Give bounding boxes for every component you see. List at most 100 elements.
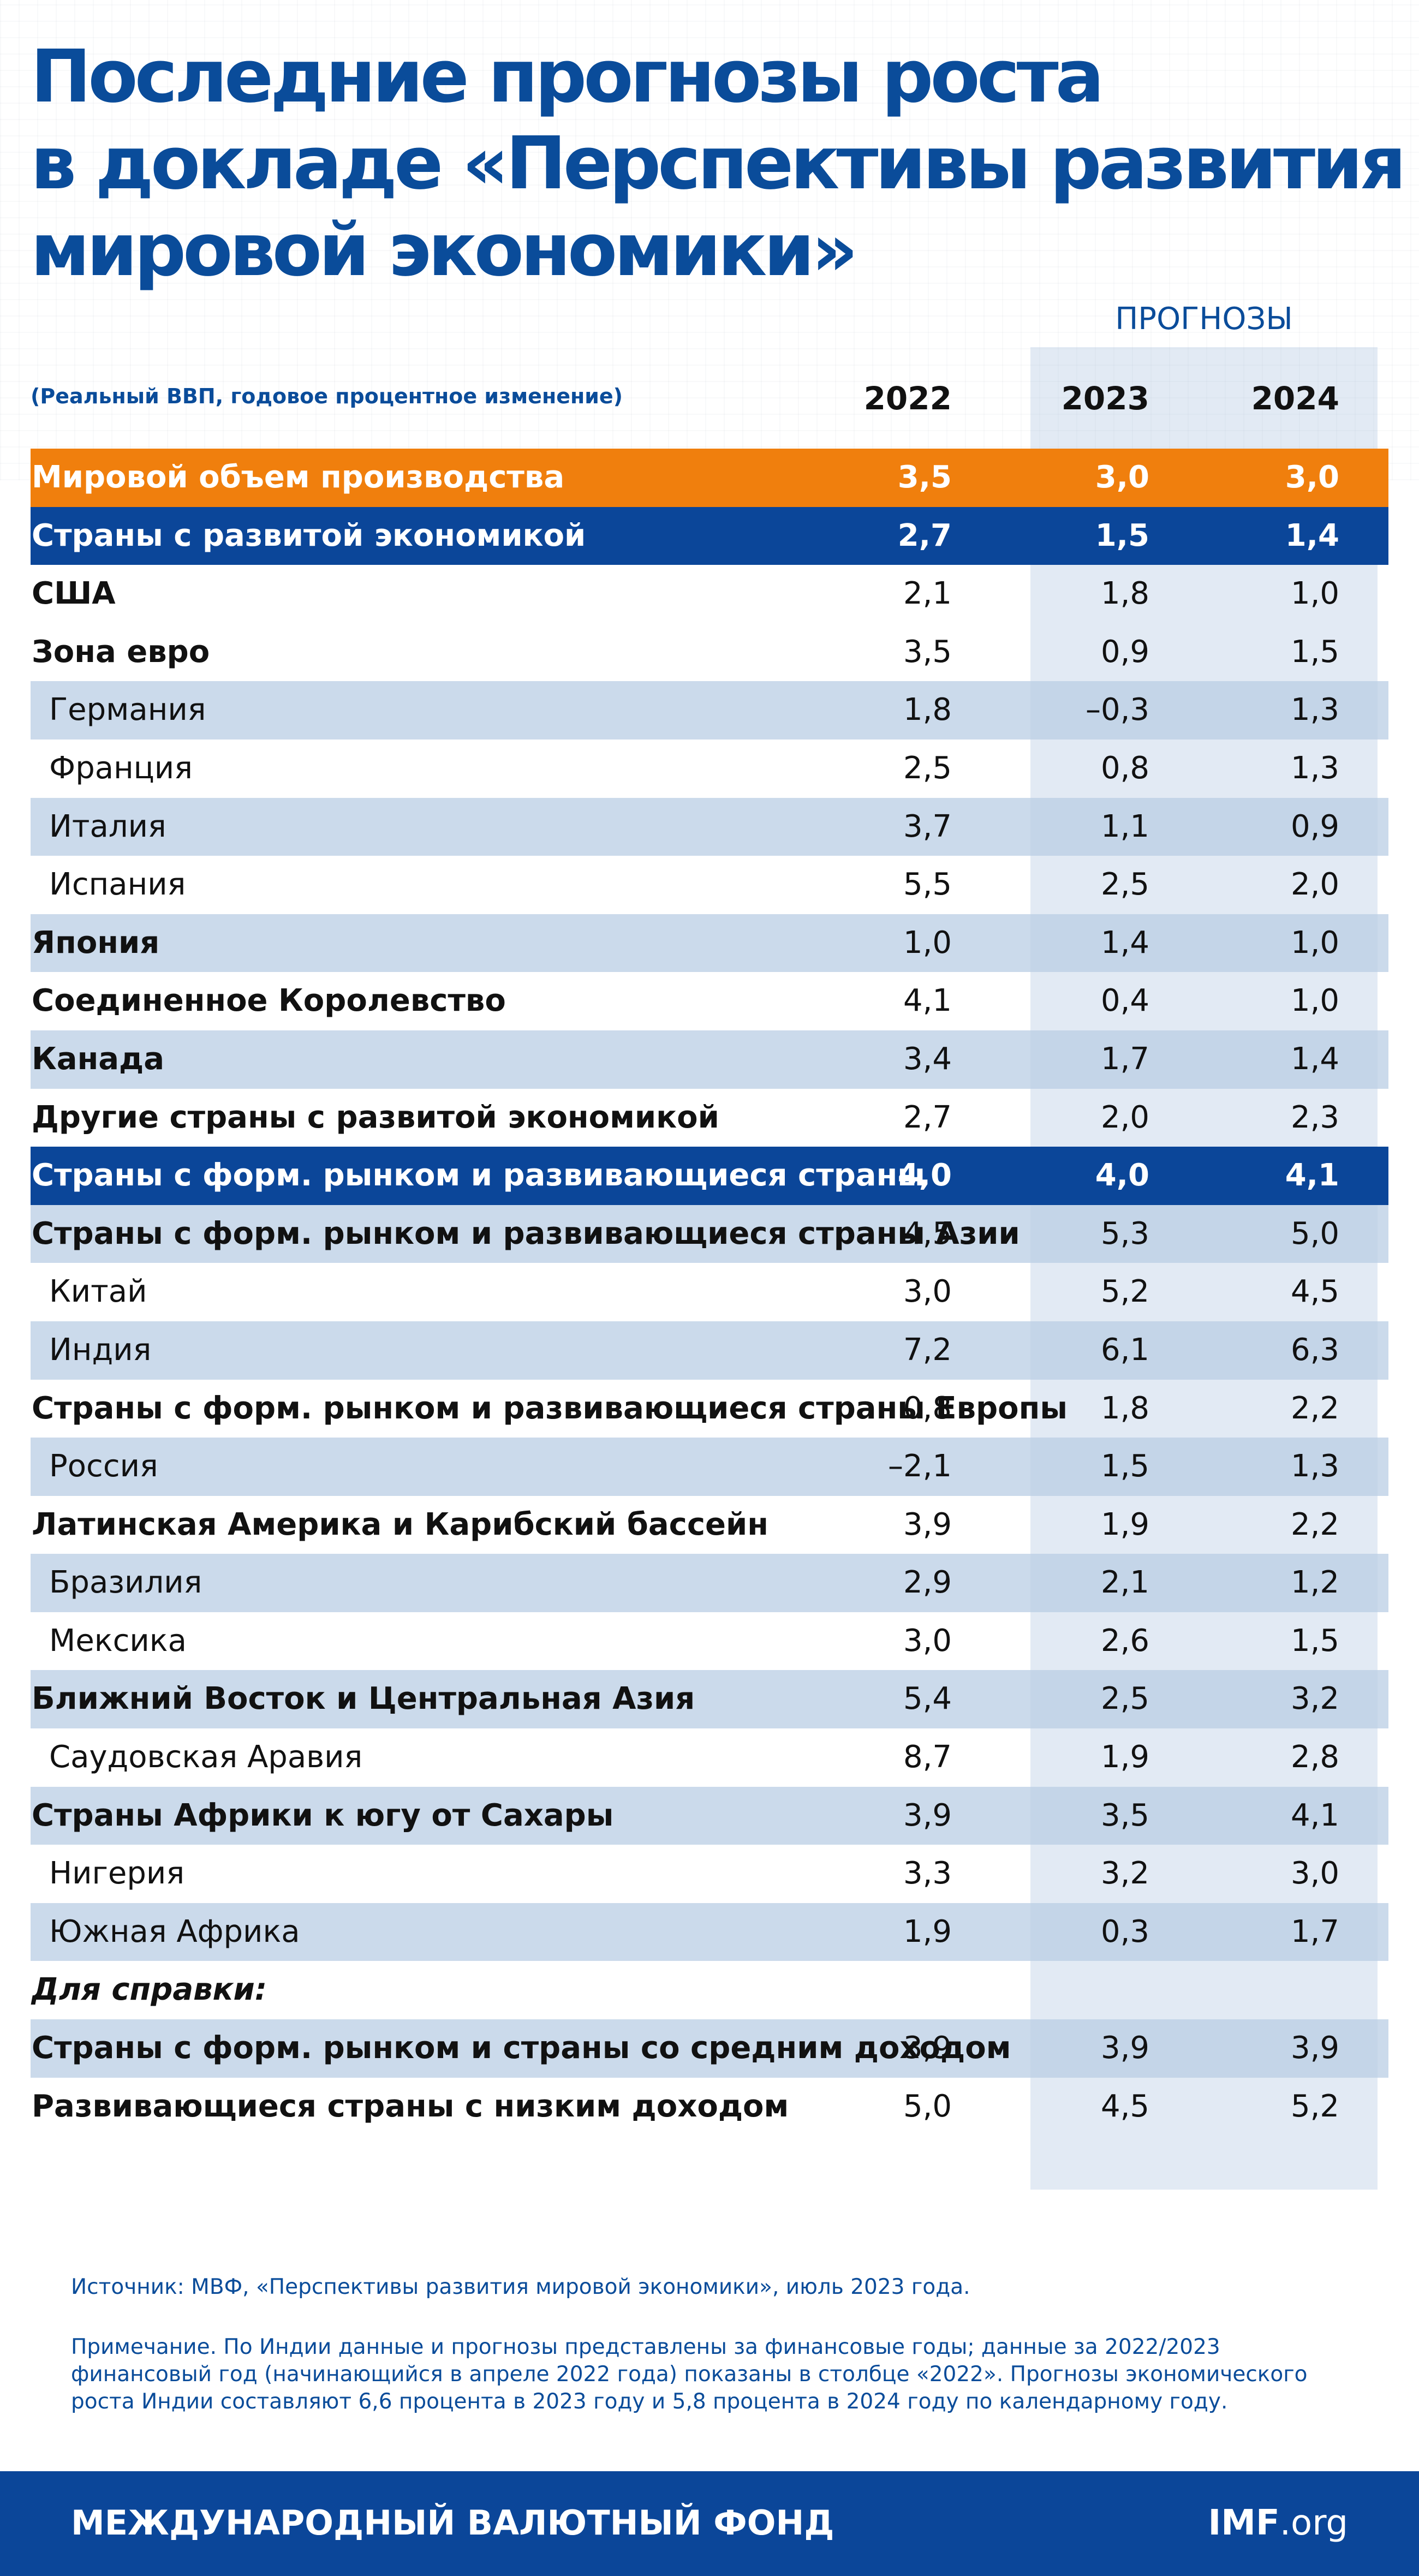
table-row-group: Страны с форм. рынком и развивающиеся ст… (31, 1147, 1388, 1205)
cell-2023: 1,9 (1100, 1739, 1149, 1775)
cell-2023: 4,0 (1095, 1158, 1149, 1194)
table-row: Развивающиеся страны с низким доходом 5,… (31, 2078, 1388, 2136)
cell-2023: 1,8 (1100, 1390, 1149, 1426)
cell-2024: 3,9 (1290, 2030, 1339, 2066)
table-row-world: Мировой объем производства 3,5 3,0 3,0 (31, 449, 1388, 507)
cell-2024: 3,0 (1290, 1856, 1339, 1892)
cell-2024: 2,8 (1290, 1739, 1339, 1775)
website-link[interactable]: IMF.org (1208, 2503, 1348, 2543)
cell-2024: 2,2 (1290, 1390, 1339, 1426)
cell-2024: 3,2 (1290, 1681, 1339, 1717)
cell-2022: 3,3 (903, 1856, 952, 1892)
table-row: Южная Африка 1,9 0,3 1,7 (31, 1903, 1388, 1961)
memo-label: Для справки: (32, 1972, 267, 2008)
cell-2022: 5,5 (903, 867, 952, 903)
table-row: Саудовская Аравия 8,7 1,9 2,8 (31, 1728, 1388, 1787)
cell-2024: 1,0 (1290, 576, 1339, 612)
row-label: Канада (32, 1041, 165, 1077)
year-header-2022: 2022 (863, 380, 952, 417)
row-label: Китай (49, 1274, 147, 1310)
cell-2022: 3,5 (897, 460, 952, 495)
row-label: Мировой объем производства (32, 460, 565, 495)
cell-2022: 4,0 (897, 1158, 952, 1194)
website-bold: IMF (1208, 2503, 1280, 2543)
cell-2023: 4,5 (1100, 2088, 1149, 2124)
cell-2022: 2,7 (903, 1099, 952, 1135)
cell-2023: 0,3 (1100, 1913, 1149, 1949)
row-label: Зона евро (32, 634, 210, 670)
cell-2024: 0,9 (1290, 808, 1339, 844)
row-label: Саудовская Аравия (49, 1739, 363, 1775)
table-row: Китай 3,0 5,2 4,5 (31, 1263, 1388, 1321)
footer-bar: МЕЖДУНАРОДНЫЙ ВАЛЮТНЫЙ ФОНД IMF.org (0, 2471, 1419, 2576)
cell-2023: 1,1 (1100, 808, 1149, 844)
row-label: Нигерия (49, 1856, 185, 1892)
table-row: Страны с форм. рынком и страны со средни… (31, 2019, 1388, 2078)
cell-2023: 1,7 (1100, 1041, 1149, 1077)
row-label: Страны с форм. рынком и развивающиеся ст… (32, 1158, 925, 1194)
row-label: Япония (32, 925, 160, 961)
cell-2024: 1,5 (1290, 634, 1339, 670)
year-header-2023: 2023 (1061, 380, 1149, 417)
table-row: Индия 7,2 6,1 6,3 (31, 1321, 1388, 1380)
table-row: Другие страны с развитой экономикой 2,7 … (31, 1089, 1388, 1147)
cell-2024: 1,0 (1290, 925, 1339, 961)
table-row: Зона евро 3,5 0,9 1,5 (31, 623, 1388, 682)
cell-2022: 0,8 (903, 1390, 952, 1426)
table-row: Мексика 3,0 2,6 1,5 (31, 1612, 1388, 1671)
cell-2024: 5,0 (1290, 1215, 1339, 1251)
website-suffix: .org (1279, 2503, 1348, 2543)
title-line: в докладе «Перспективы развития (31, 122, 1406, 206)
footnote-line: Примечание. По Индии данные и прогнозы п… (71, 2335, 1220, 2359)
cell-2022: 3,7 (903, 808, 952, 844)
cell-2023: 0,9 (1100, 634, 1149, 670)
row-label: Страны с форм. рынком и развивающиеся ст… (32, 1390, 1068, 1426)
cell-2022: 2,9 (903, 1565, 952, 1601)
row-label: Россия (49, 1448, 158, 1484)
cell-2023: 2,5 (1100, 867, 1149, 903)
cell-2023: 1,5 (1095, 517, 1149, 553)
cell-2024: 4,5 (1290, 1274, 1339, 1310)
row-label: Бразилия (49, 1565, 202, 1601)
cell-2022: 4,1 (903, 983, 952, 1019)
cell-2024: 1,0 (1290, 983, 1339, 1019)
cell-2023: 0,8 (1100, 750, 1149, 786)
cell-2022: 1,9 (903, 1913, 952, 1949)
cell-2022: 1,0 (903, 925, 952, 961)
cell-2023: 0,4 (1100, 983, 1149, 1019)
row-label: Страны с форм. рынком и развивающиеся ст… (32, 1215, 1020, 1251)
table-row: Германия 1,8 –0,3 1,3 (31, 681, 1388, 740)
table-row: Франция 2,5 0,8 1,3 (31, 740, 1388, 798)
cell-2022: 4,5 (903, 1215, 952, 1251)
row-label: Франция (49, 750, 193, 786)
row-label: Индия (49, 1332, 152, 1368)
table-row-group: Страны с развитой экономикой 2,7 1,5 1,4 (31, 506, 1388, 565)
row-label: Страны с развитой экономикой (32, 517, 586, 553)
table-row: США 2,1 1,8 1,0 (31, 565, 1388, 623)
page-title: Последние прогнозы роста в докладе «Перс… (31, 34, 1417, 294)
table-row: Ближний Восток и Центральная Азия 5,4 2,… (31, 1670, 1388, 1729)
table-row: Нигерия 3,3 3,2 3,0 (31, 1845, 1388, 1903)
cell-2022: 5,4 (903, 1681, 952, 1717)
table-row: Страны с форм. рынком и развивающиеся ст… (31, 1380, 1388, 1438)
table-row: Италия 3,7 1,1 0,9 (31, 797, 1388, 856)
cell-2023: 1,9 (1100, 1506, 1149, 1542)
cell-2023: 2,5 (1100, 1681, 1149, 1717)
row-label: Германия (49, 692, 206, 728)
row-label: Другие страны с развитой экономикой (32, 1099, 719, 1135)
cell-2022: 3,9 (903, 1506, 952, 1542)
cell-2023: 3,5 (1100, 1797, 1149, 1833)
cell-2022: 5,0 (903, 2088, 952, 2124)
table-subheading: (Реальный ВВП, годовое процентное измене… (31, 384, 623, 408)
cell-2024: 1,3 (1290, 1448, 1339, 1484)
background-grid-pattern (0, 0, 1419, 480)
row-label: Соединенное Королевство (32, 983, 506, 1019)
cell-2022: 8,7 (903, 1739, 952, 1775)
row-label: Развивающиеся страны с низким доходом (32, 2088, 789, 2124)
table-row: Канада 3,4 1,7 1,4 (31, 1030, 1388, 1089)
cell-2023: 2,1 (1100, 1565, 1149, 1601)
table-row: Соединенное Королевство 4,1 0,4 1,0 (31, 972, 1388, 1030)
source-note: Источник: МВФ, «Перспективы развития мир… (71, 2275, 970, 2299)
cell-2024: 1,4 (1290, 1041, 1339, 1077)
table-row: Страны с форм. рынком и развивающиеся ст… (31, 1204, 1388, 1263)
